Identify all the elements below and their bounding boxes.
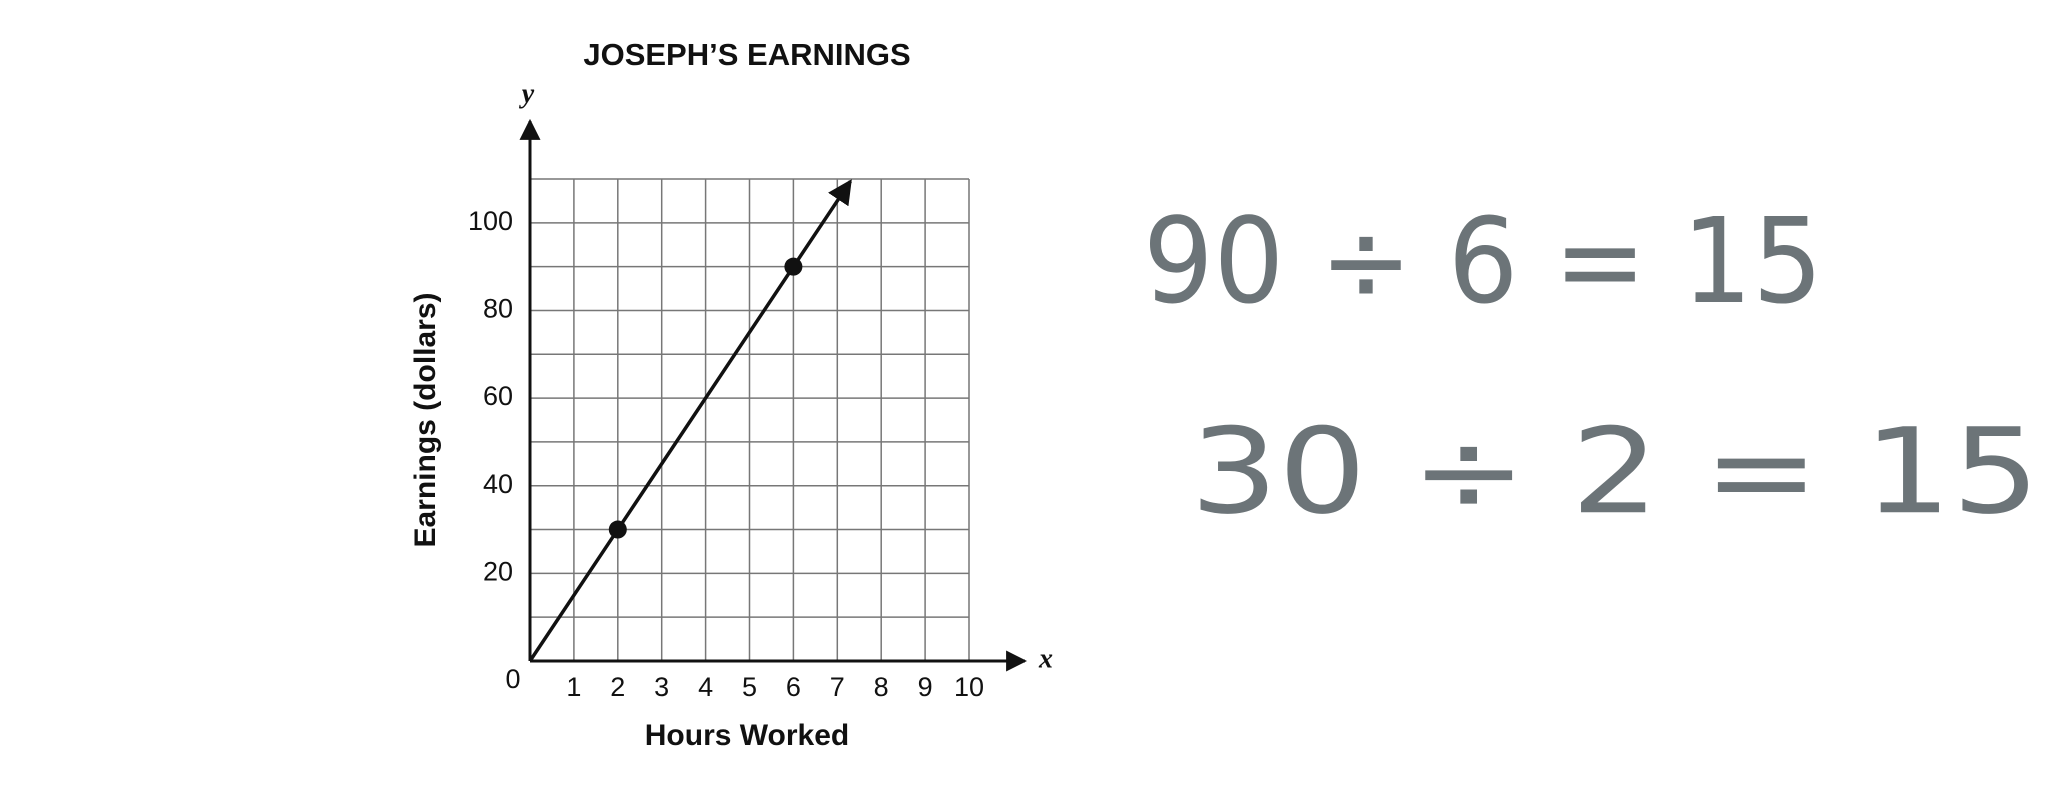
y-tick-label: 40 xyxy=(483,469,513,499)
x-tick-label: 7 xyxy=(830,672,845,702)
y-tick-label: 100 xyxy=(468,206,513,236)
x-axis-label: Hours Worked xyxy=(645,719,849,752)
x-tick-label: 0 xyxy=(505,664,520,694)
y-tick-label: 60 xyxy=(483,381,513,411)
x-tick-label: 10 xyxy=(954,672,984,702)
data-point xyxy=(608,520,627,539)
handwritten-note: 90 ÷ 6 = 15 xyxy=(1143,192,1823,330)
x-tick-label: 3 xyxy=(654,672,669,702)
x-tick-label: 4 xyxy=(698,672,713,702)
y-tick-label: 80 xyxy=(483,294,513,324)
x-tick-label: 2 xyxy=(610,672,625,702)
x-tick-label: 8 xyxy=(874,672,889,702)
x-tick-label: 1 xyxy=(566,672,581,702)
x-tick-label: 6 xyxy=(786,672,801,702)
data-point xyxy=(784,257,803,276)
y-axis-label: Earnings (dollars) xyxy=(409,292,442,547)
chart-title: JOSEPH’S EARNINGS xyxy=(583,37,910,72)
y-tick-label: 20 xyxy=(483,556,513,586)
x-tick-label: 5 xyxy=(742,672,757,702)
y-axis-letter: y xyxy=(519,78,535,109)
x-axis-letter: x xyxy=(1038,643,1053,674)
x-tick-label: 9 xyxy=(918,672,933,702)
handwritten-note: 30 ÷ 2 = 15 xyxy=(1190,402,2040,540)
data-line xyxy=(528,179,852,662)
